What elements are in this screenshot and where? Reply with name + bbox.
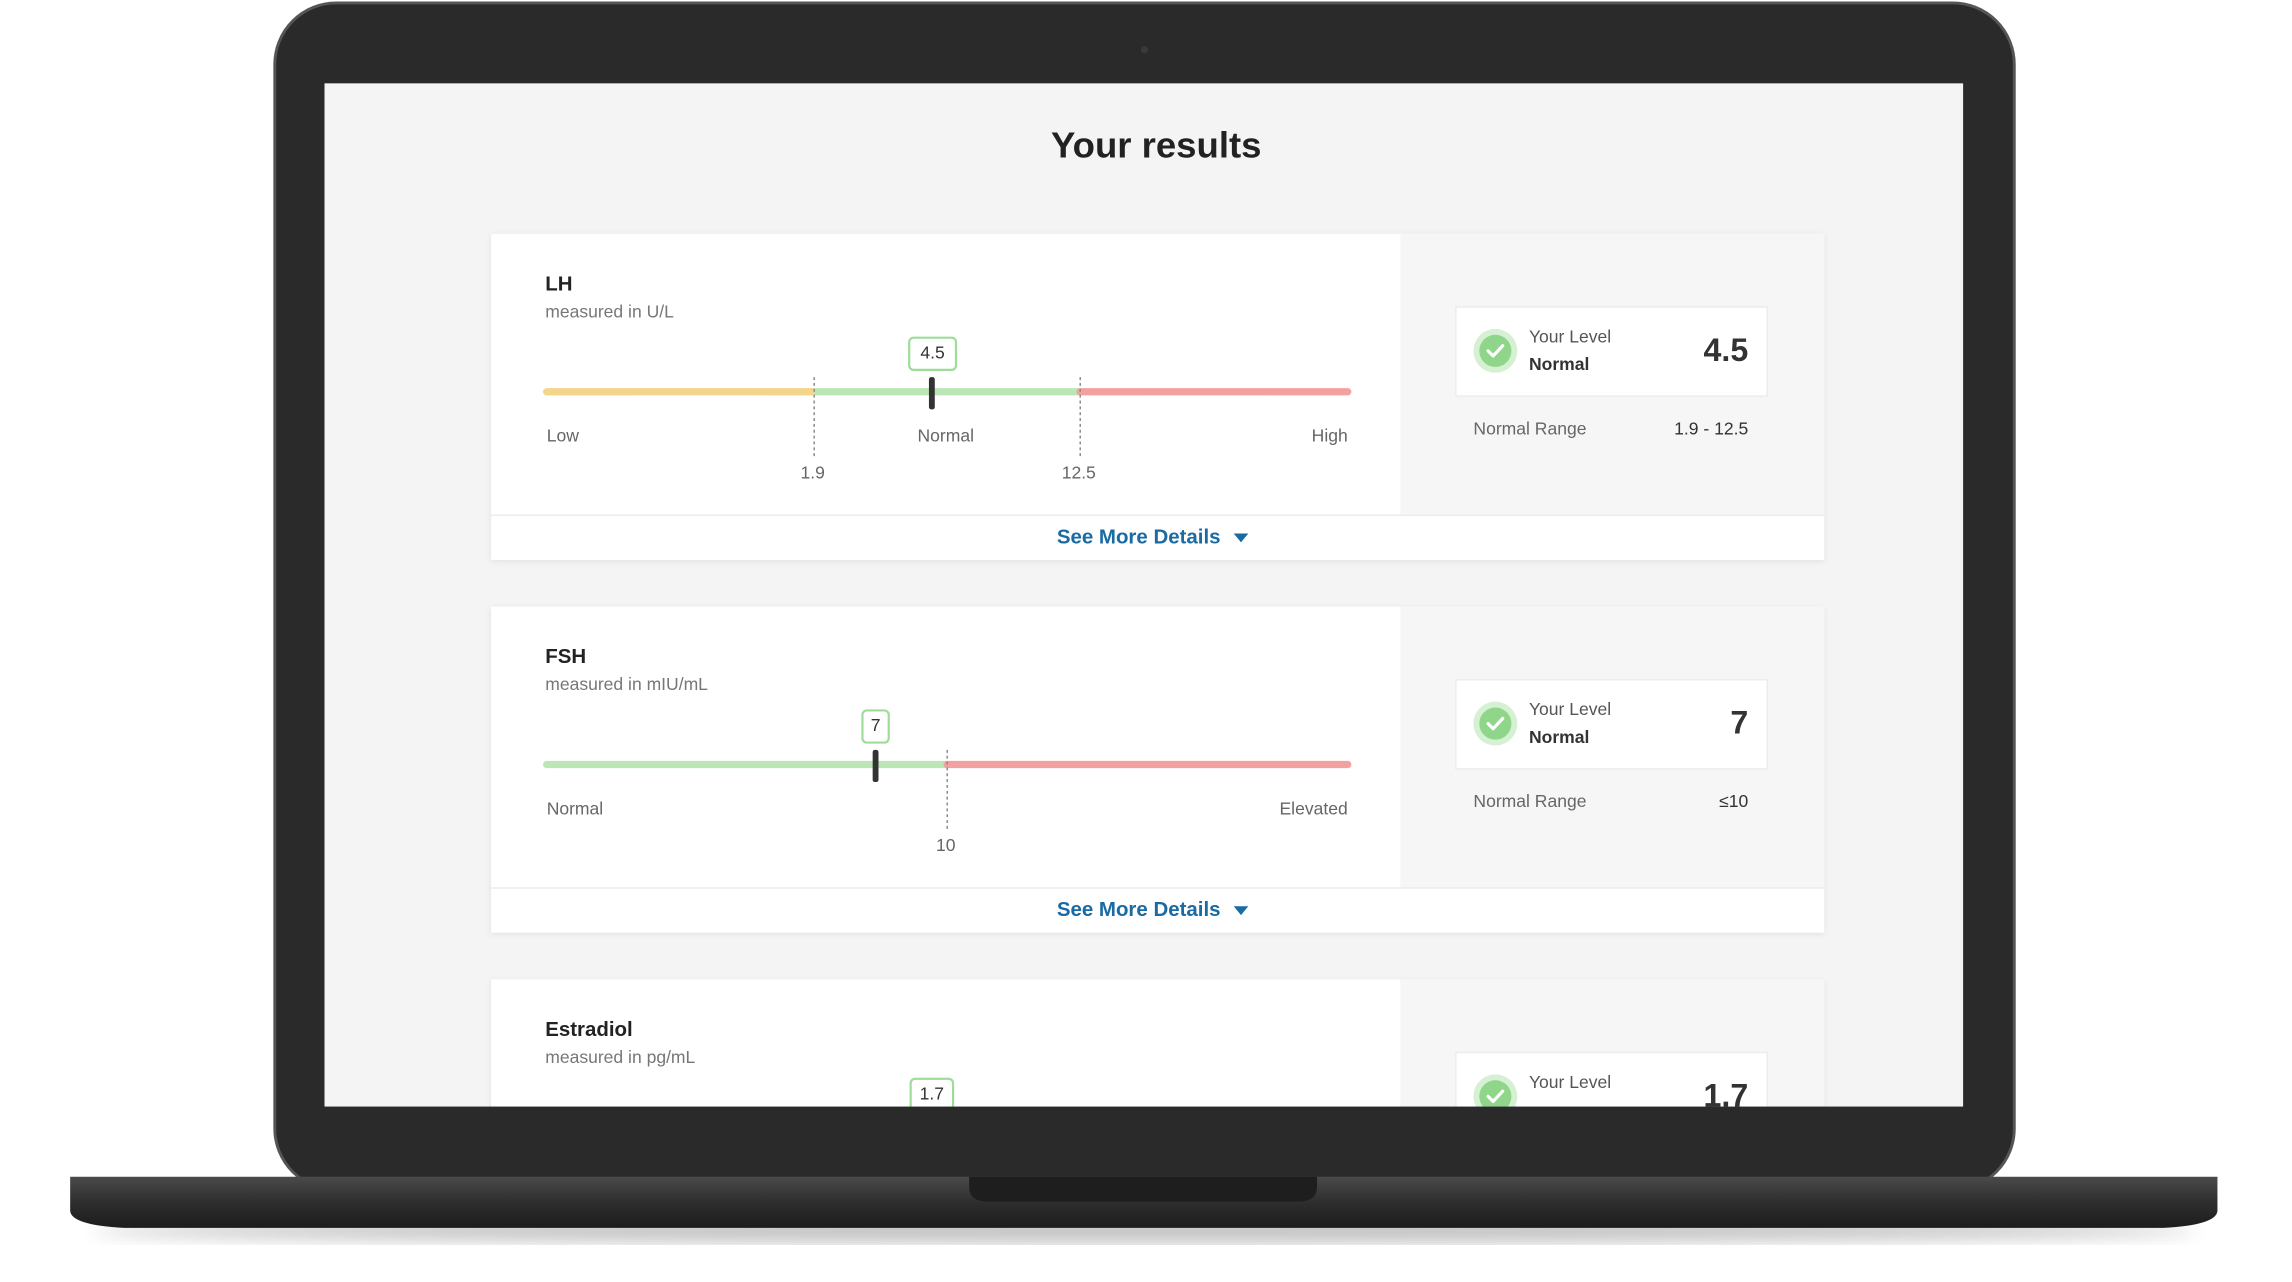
check-icon (1471, 700, 1519, 748)
band-label: Normal (547, 798, 604, 818)
unit: measured in pg/mL (545, 1047, 695, 1067)
marker (928, 377, 935, 410)
marker-box (861, 709, 890, 744)
level-label: Your Level (1529, 699, 1611, 719)
range-value: ≤10 (1719, 791, 1748, 811)
threshold-label: 10 (936, 835, 956, 855)
marker-box (909, 1077, 955, 1107)
caret[interactable] (1233, 533, 1249, 543)
status: Normal (1529, 727, 1589, 747)
band-label: Normal (917, 426, 974, 446)
caret[interactable] (1233, 906, 1249, 916)
result-card: Estradiol measured in pg/mL 1.7 Your Lev… (491, 979, 1825, 1113)
marker (872, 749, 879, 783)
result-card: LH measured in U/L 4.5 Low Normal High 1… (491, 233, 1825, 560)
range-value: 1.9 - 12.5 (1674, 418, 1748, 438)
unit: measured in U/L (545, 301, 674, 321)
marker-value: 1.7 (920, 1084, 944, 1104)
page-title: Your results (1051, 124, 1261, 165)
band-label: Elevated (1279, 798, 1347, 818)
band-label: Low (547, 426, 580, 446)
see-more-details[interactable]: See More Details (1057, 525, 1221, 548)
notch (969, 1176, 1318, 1202)
hormone-name: FSH (545, 645, 586, 668)
threshold-label: 1.9 (801, 462, 825, 482)
hormone-name: Estradiol (545, 1018, 633, 1041)
unit: measured in mIU/mL (545, 674, 708, 694)
threshold-label: 12.5 (1062, 462, 1096, 482)
level-value: 4.5 (1704, 332, 1749, 368)
band-label: High (1312, 426, 1348, 446)
level-value: 7 (1730, 705, 1748, 741)
marker-box (908, 336, 958, 371)
result-card: FSH measured in mIU/mL 7 Normal Elevated… (491, 606, 1825, 933)
status: Normal (1529, 354, 1589, 374)
level-label: Your Level (1529, 1072, 1611, 1092)
results-page: Your results LH measured in U/L 4.5 Low … (491, 124, 1825, 1113)
camera (1140, 46, 1149, 54)
see-more-details[interactable]: See More Details (1057, 898, 1221, 921)
hormone-name: LH (545, 272, 572, 295)
range-label: Normal Range (1473, 418, 1586, 438)
level-label: Your Level (1529, 326, 1611, 346)
marker-value: 7 (871, 715, 881, 735)
marker-value: 4.5 (920, 342, 945, 362)
laptop-base (70, 1176, 2218, 1228)
level-value: 1.7 (1704, 1077, 1749, 1113)
range-label: Normal Range (1473, 791, 1586, 811)
check-icon (1471, 327, 1519, 375)
